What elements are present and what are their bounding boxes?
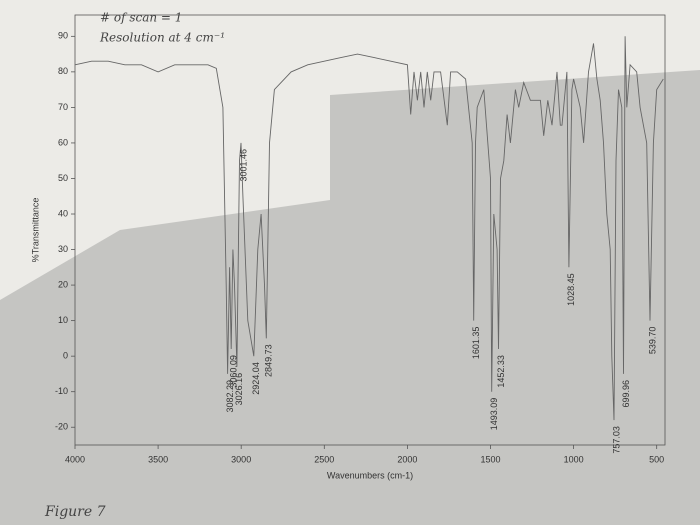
x-tick-label: 2000 bbox=[397, 454, 417, 464]
y-tick-label: 90 bbox=[58, 31, 68, 41]
x-tick-label: 3000 bbox=[231, 454, 251, 464]
peak-label: 539.70 bbox=[647, 327, 657, 355]
y-tick-label: 10 bbox=[58, 315, 68, 325]
peak-label: 699.96 bbox=[621, 380, 631, 408]
x-tick-label: 3500 bbox=[148, 454, 168, 464]
peak-label: 757.03 bbox=[611, 426, 621, 454]
x-tick-label: 4000 bbox=[65, 454, 85, 464]
y-tick-label: 40 bbox=[58, 208, 68, 218]
peak-label: 2849.73 bbox=[264, 344, 274, 377]
y-tick-label: 50 bbox=[58, 173, 68, 183]
x-axis-label: Wavenumbers (cm-1) bbox=[327, 470, 413, 480]
shadow bbox=[0, 70, 700, 525]
x-tick-label: 1000 bbox=[564, 454, 584, 464]
peak-label: 1028.45 bbox=[566, 273, 576, 306]
x-tick-label: 2500 bbox=[314, 454, 334, 464]
y-axis-label: %Transmittance bbox=[30, 198, 40, 263]
y-tick-label: -20 bbox=[55, 422, 68, 432]
annotation: Resolution at 4 cm⁻¹ bbox=[99, 31, 225, 45]
y-tick-label: 70 bbox=[58, 102, 68, 112]
spectrum-line bbox=[74, 36, 664, 421]
plot-frame bbox=[74, 14, 666, 446]
y-tick-label: 20 bbox=[58, 279, 68, 289]
annotation: Figure 7 bbox=[44, 504, 106, 520]
peak-label: 1452.33 bbox=[496, 355, 506, 388]
peak-label: 1493.09 bbox=[489, 398, 499, 431]
annotation: # of scan = 1 bbox=[100, 11, 182, 25]
y-tick-label: 80 bbox=[58, 66, 68, 76]
y-tick-label: 60 bbox=[58, 137, 68, 147]
peak-label: 3026.16 bbox=[234, 373, 244, 406]
x-tick-label: 500 bbox=[649, 454, 664, 464]
peak-label: 1601.35 bbox=[471, 327, 481, 360]
x-tick-label: 1500 bbox=[480, 454, 500, 464]
peak-label: 3082.29 bbox=[225, 380, 235, 413]
y-tick-label: 30 bbox=[58, 244, 68, 254]
peak-label: 2924.04 bbox=[251, 362, 261, 395]
peak-label: 3001.46 bbox=[238, 149, 248, 182]
y-tick-label: 0 bbox=[63, 351, 68, 361]
y-tick-label: -10 bbox=[55, 386, 68, 396]
peak-label: 3060.09 bbox=[229, 355, 239, 388]
